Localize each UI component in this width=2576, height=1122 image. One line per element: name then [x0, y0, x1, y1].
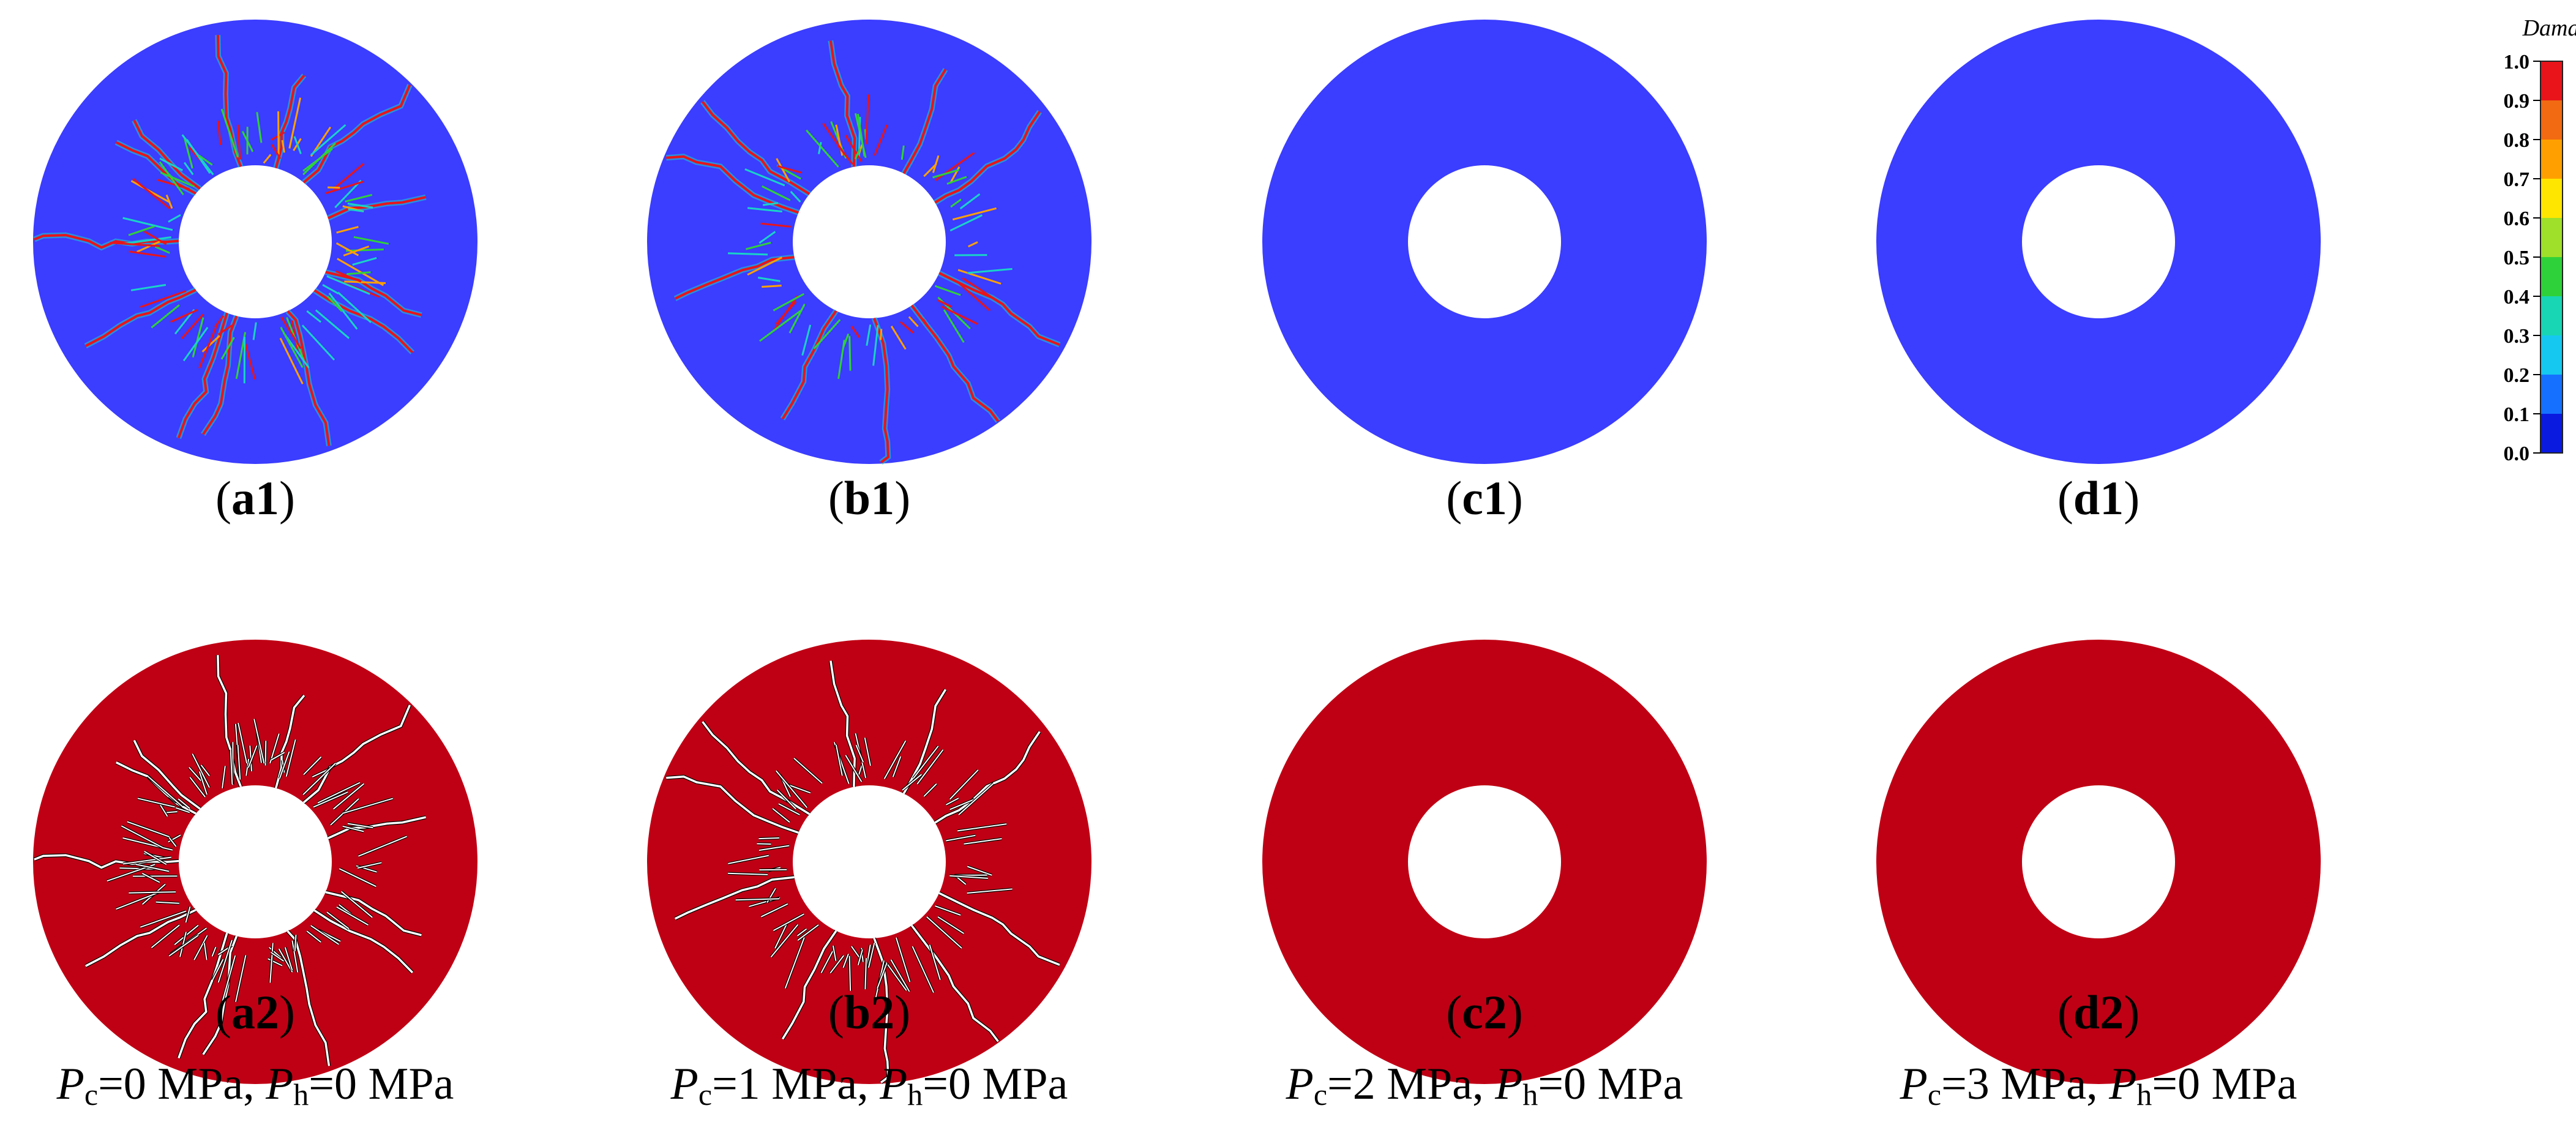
colorbar-tick-label: 0.8	[2504, 129, 2530, 152]
colorbar-tick-label: 0.7	[2504, 168, 2530, 191]
annulus-c1	[1262, 20, 1707, 464]
condition-label-1: Pc=0 MPa, Ph=0 MPa	[56, 1059, 454, 1112]
panel-grid	[33, 20, 2321, 1084]
condition-label-3: Pc=2 MPa, Ph=0 MPa	[1286, 1059, 1683, 1112]
panel-label-d1: (d1)	[2057, 471, 2140, 525]
panel-a2	[33, 640, 477, 1084]
annulus-d1	[1876, 20, 2321, 464]
colorbar-tick-label: 0.2	[2504, 364, 2530, 387]
panel-label-a1: (a1)	[215, 471, 295, 525]
colorbar-tick-label: 0.3	[2504, 325, 2530, 348]
colorbar-title: Damage	[2522, 15, 2576, 41]
colorbar-band	[2540, 100, 2563, 140]
colorbar-tick-label: 0.9	[2504, 90, 2530, 113]
panel-labels: (a1) (b1) (c1) (d1) (a2) (b2) (c2) (d2)	[215, 471, 2140, 1039]
colorbar-band	[2540, 179, 2563, 219]
colorbar-band	[2540, 61, 2563, 101]
cracks-b2	[666, 660, 1061, 1084]
damage-colorbar: Damage 1.0 0.9 0.8 0.7 0.6 0.5 0.4 0.3 0.2 0.1 0.0	[2504, 15, 2576, 465]
panel-label-b2: (b2)	[828, 985, 910, 1039]
panel-d2	[1876, 640, 2321, 1084]
annulus-d2	[1876, 640, 2321, 1084]
colorbar-band	[2540, 335, 2563, 375]
annulus-a2	[33, 640, 477, 1084]
panel-label-d2: (d2)	[2057, 985, 2140, 1039]
colorbar-band	[2540, 218, 2563, 258]
panel-c1	[1262, 20, 1707, 464]
annulus-c2	[1262, 640, 1707, 1084]
panel-d1	[1876, 20, 2321, 464]
cracks-a2	[33, 655, 427, 1066]
colorbar-band	[2540, 414, 2563, 454]
condition-label-4: Pc=3 MPa, Ph=0 MPa	[1900, 1059, 2297, 1112]
annulus-b2	[647, 640, 1091, 1084]
colorbar-band	[2540, 140, 2563, 179]
annulus-b1	[647, 20, 1091, 464]
colorbar-tick-label: 0.6	[2504, 208, 2530, 230]
panel-a1	[33, 20, 477, 464]
panel-label-c1: (c1)	[1446, 471, 1523, 525]
panel-label-a2: (a2)	[215, 985, 295, 1039]
cracks-b1	[665, 40, 1061, 465]
condition-labels: Pc=0 MPa, Ph=0 MPa Pc=1 MPa, Ph=0 MPa Pc=2…	[56, 1059, 2297, 1112]
condition-label-2: Pc=1 MPa, Ph=0 MPa	[670, 1059, 1068, 1112]
colorbar-band	[2540, 375, 2563, 414]
colorbar-band	[2540, 257, 2563, 297]
colorbar-tick-label: 0.5	[2504, 247, 2530, 269]
colorbar-tick-label: 0.0	[2504, 443, 2530, 465]
panel-label-b1: (b1)	[828, 471, 910, 525]
cracks-a1	[33, 35, 427, 447]
colorbar-tick-label: 0.1	[2504, 403, 2530, 426]
annulus-a1	[33, 20, 477, 464]
colorbar-tick-label: 1.0	[2504, 51, 2530, 73]
panel-b1	[647, 20, 1091, 465]
panel-c2	[1262, 640, 1707, 1084]
colorbar-band	[2540, 296, 2563, 336]
panel-b2	[647, 640, 1091, 1084]
panel-label-c2: (c2)	[1446, 985, 1523, 1039]
colorbar-tick-label: 0.4	[2504, 286, 2530, 309]
